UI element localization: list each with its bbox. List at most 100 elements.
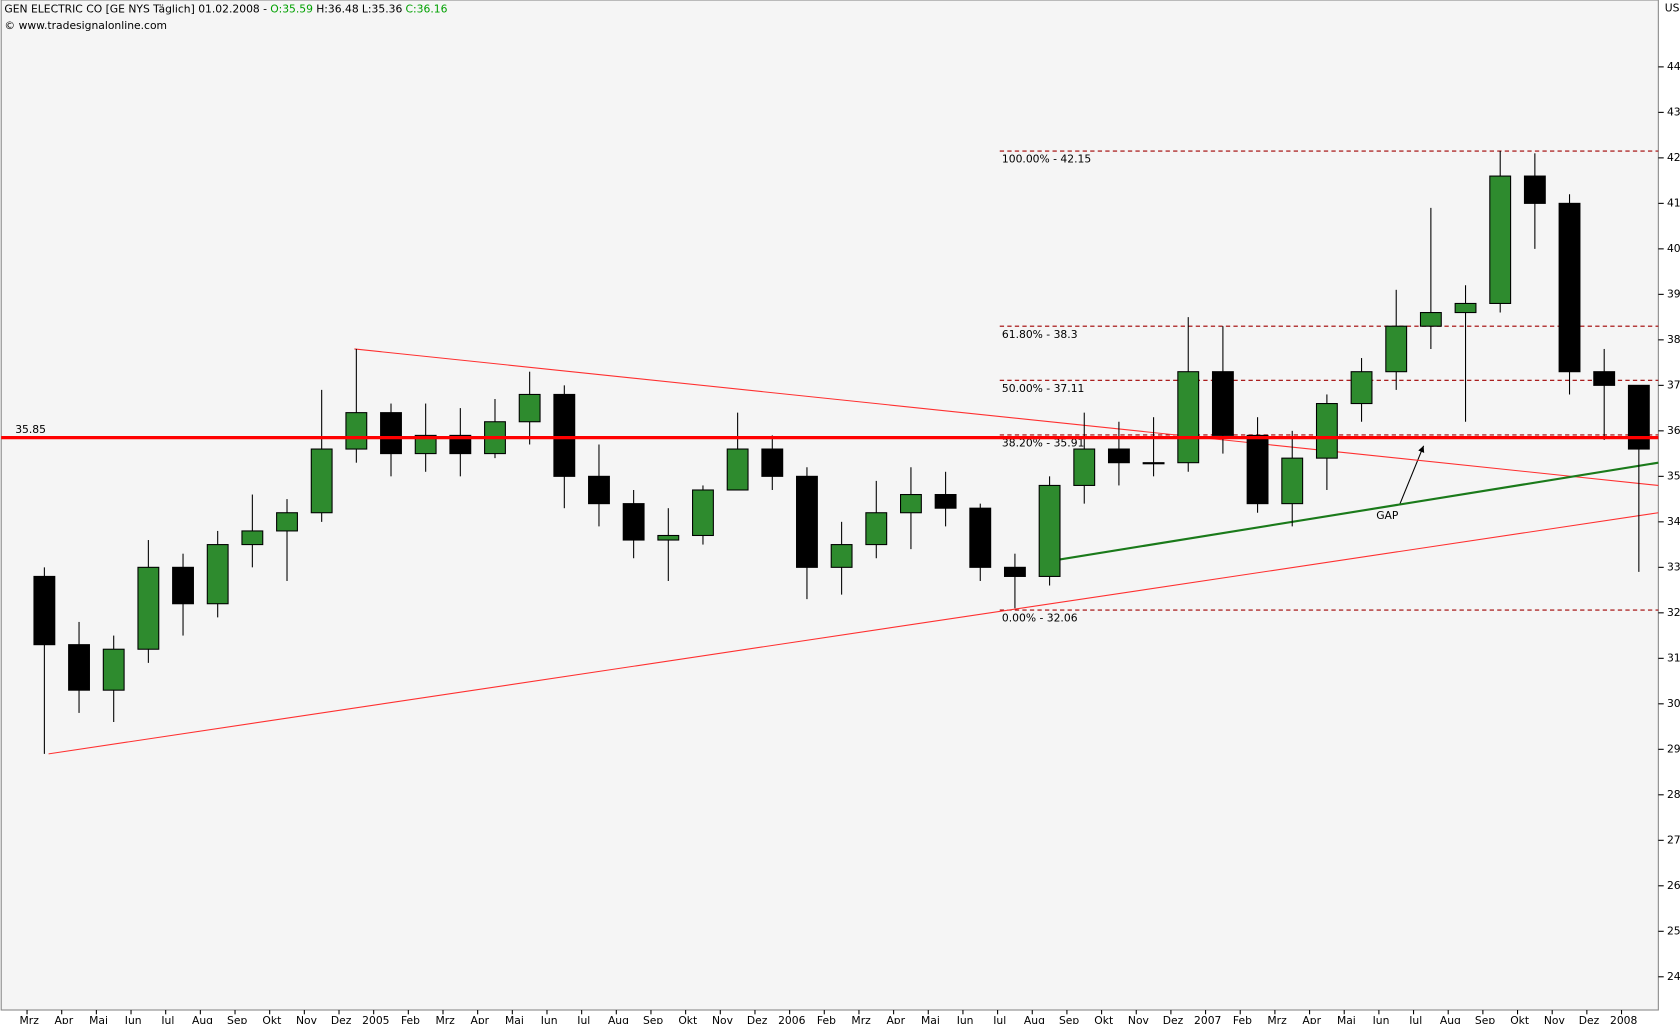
candle-body [380,412,402,455]
candle-body [553,393,576,477]
y-tick-label: 35 [1667,469,1680,482]
x-tick-label: Mai [89,1014,108,1024]
candle-body [969,507,992,568]
trendline [48,512,1659,755]
y-tick-label: 25 [1667,924,1680,937]
title-low: L:35.36 [362,3,403,16]
x-tick-label: Nov [1544,1014,1566,1024]
gap-arrow [1399,445,1425,505]
candle-body [934,493,957,509]
fib-label: 100.00% - 42.15 [1002,153,1091,166]
x-tick-label: Aug [1440,1014,1461,1024]
x-tick-label: Nov [1128,1014,1150,1024]
x-tick-label: Mrz [1267,1014,1287,1024]
candle-body [449,434,472,455]
x-tick-label: Nov [712,1014,734,1024]
candle-body [1385,325,1408,373]
x-tick-label: Mrz [851,1014,871,1024]
x-tick-label: Aug [1024,1014,1045,1024]
x-tick-label: Jun [124,1014,142,1024]
candle-body [414,434,437,455]
x-tick-label: Okt [1510,1014,1529,1024]
x-tick-label: Feb [1233,1014,1252,1024]
candle-body [172,566,194,605]
x-tick-label: Feb [817,1014,836,1024]
candle-body [68,644,90,691]
candle-body [137,566,160,650]
candle-body [1593,371,1616,386]
candle-body [692,489,714,537]
x-tick-label: Jul [992,1014,1006,1024]
x-tick-label: Mai [1337,1014,1356,1024]
x-tick-label: Jun [1372,1014,1390,1024]
candle-body [1454,302,1477,314]
x-tick-label: 2007 [1194,1014,1221,1024]
x-tick-label: Sep [1475,1014,1495,1024]
y-tick-label: 44 [1667,60,1680,73]
candle-body [622,503,645,541]
x-tick-label: Mrz [435,1014,455,1024]
x-tick-label: Dez [1163,1014,1184,1024]
x-tick-label: Mrz [20,1014,40,1024]
x-tick-label: Sep [643,1014,663,1024]
x-tick-label: Mai [505,1014,524,1024]
candle-body [241,530,264,546]
x-tick-label: Jun [540,1014,558,1024]
title-high: H:36.48 [316,3,359,16]
x-tick-label: Jul [160,1014,174,1024]
y-tick-label: 28 [1667,788,1680,801]
x-tick-label: Jul [576,1014,590,1024]
candle-body [830,544,853,568]
y-tick-label: 37 [1667,378,1680,391]
y-tick-label: 29 [1667,742,1680,755]
chart-title: GEN ELECTRIC CO [GE NYS Täglich] 01.02.2… [4,3,447,16]
fib-label: 50.00% - 37.11 [1002,382,1084,395]
candle-body [1211,371,1234,436]
x-tick-label: Dez [1579,1014,1600,1024]
candle-body [1142,462,1165,465]
trendline [354,348,1659,486]
candle-body [102,648,125,691]
candle-body [761,448,784,477]
candle-body [1315,403,1338,459]
candle-body [588,475,610,505]
x-tick-label: Apr [1302,1014,1321,1024]
candle-body [518,393,541,423]
candle-body [900,493,922,514]
candle-body [310,448,333,514]
y-tick-label: 43 [1667,105,1680,118]
candle-body [796,475,818,568]
x-tick-label: Apr [471,1014,490,1024]
candle-body [1523,175,1546,204]
plot-area [0,0,1659,1011]
h-line-label: 35.85 [15,423,46,436]
y-tick-label: 34 [1667,515,1680,528]
y-tick-label: 27 [1667,833,1680,846]
candle-body [345,412,368,450]
x-tick-label: Sep [1059,1014,1079,1024]
x-tick-label: Apr [886,1014,905,1024]
candle-body [1281,457,1304,505]
candle-body [1073,448,1096,486]
y-tick-label: 38 [1667,333,1680,346]
fib-label: 0.00% - 32.06 [1002,612,1078,625]
x-tick-label: Aug [192,1014,213,1024]
x-tick-label: 2008 [1610,1014,1638,1024]
candle-body [1558,202,1581,373]
y-axis-label: USD [1665,2,1680,15]
y-tick-label: 30 [1667,697,1680,710]
x-tick-label: Dez [747,1014,768,1024]
y-tick-label: 24 [1667,970,1680,983]
candle-body [33,575,56,646]
x-tick-label: Okt [678,1014,697,1024]
x-tick-label: Jul [1408,1014,1422,1024]
fib-label: 38.20% - 35.91 [1002,437,1084,450]
y-tick-label: 42 [1667,151,1680,164]
x-tick-label: Mai [921,1014,940,1024]
y-tick-label: 39 [1667,287,1680,300]
x-tick-label: Aug [608,1014,629,1024]
trendline [1039,461,1659,564]
candle-body [1419,312,1442,327]
